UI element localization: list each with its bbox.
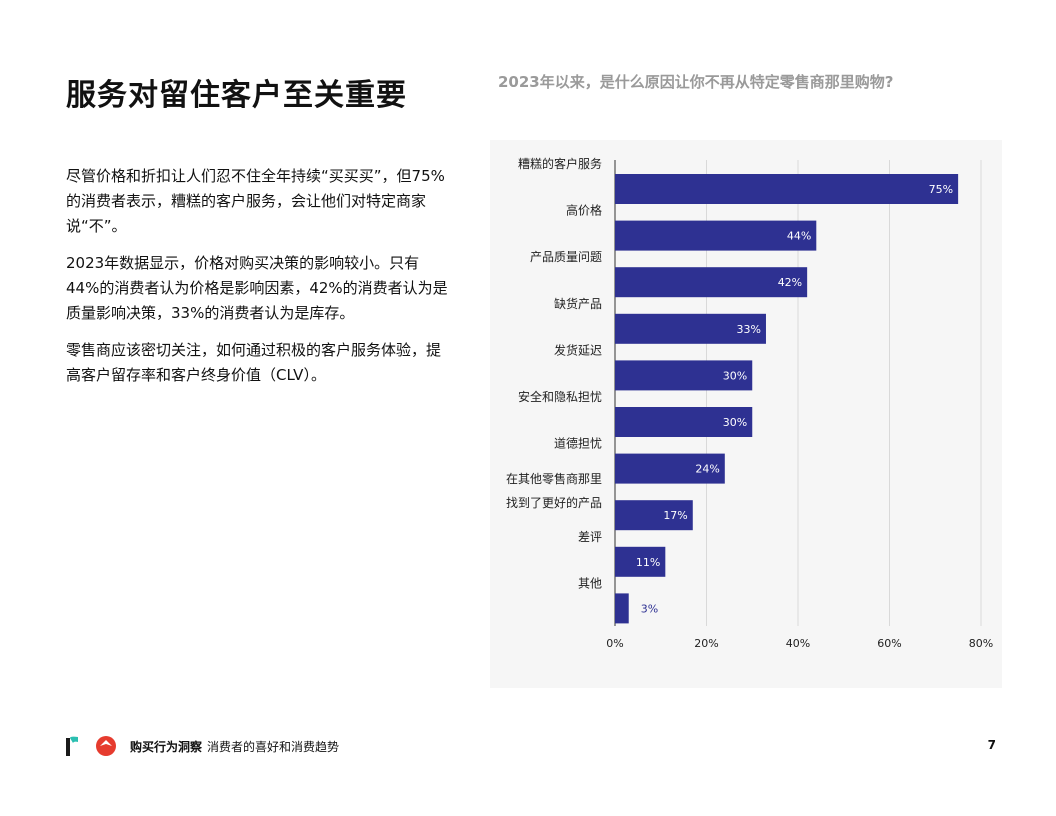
category-label: 安全和隐私担忧 xyxy=(518,389,602,404)
category-label: 发货延迟 xyxy=(554,342,602,357)
category-label: 找到了更好的产品 xyxy=(506,495,602,510)
bar-value-label: 33% xyxy=(737,323,761,336)
bar xyxy=(615,267,808,298)
bar xyxy=(615,500,693,531)
bar xyxy=(615,593,629,624)
logo-circle-mark xyxy=(100,740,112,746)
footer-brand: 购买行为洞察 xyxy=(130,740,203,754)
logo-circle xyxy=(96,736,116,756)
footer: 购买行为洞察 消费者的喜好和消费趋势 7 xyxy=(66,735,996,757)
page-title: 服务对留住客户至关重要 xyxy=(66,78,407,113)
body-paragraph: 零售商应该密切关注，如何通过积极的客户服务体验，提高客户留存率和客户终身价值（C… xyxy=(66,341,442,384)
x-tick-label: 20% xyxy=(694,637,718,650)
body-paragraph: 尽管价格和折扣让人们忍不住全年持续“买买买”，但75%的消费者表示，糟糕的客户服… xyxy=(66,167,445,235)
brand-logo xyxy=(66,736,116,756)
x-tick-label: 80% xyxy=(969,637,993,650)
logo-arc xyxy=(70,736,78,743)
category-label: 缺货产品 xyxy=(554,296,602,311)
category-label: 在其他零售商那里 xyxy=(506,471,602,486)
bar-value-label: 24% xyxy=(695,463,719,476)
bar xyxy=(615,546,666,577)
chart-question: 2023年以来，是什么原因让你不再从特定零售商那里购物? xyxy=(498,73,894,91)
page-number: 7 xyxy=(987,738,996,752)
category-label: 糟糕的客户服务 xyxy=(518,156,602,171)
category-label: 其他 xyxy=(578,576,602,590)
x-tick-label: 40% xyxy=(786,637,810,650)
category-label: 差评 xyxy=(578,530,602,544)
x-tick-label: 60% xyxy=(877,637,901,650)
body-paragraph: 2023年数据显示，价格对购买决策的影响较小。只有44%的消费者认为价格是影响因… xyxy=(66,254,448,322)
bar xyxy=(615,453,725,484)
bar-value-label: 42% xyxy=(778,276,802,289)
bar xyxy=(615,360,753,391)
footer-subtitle: 消费者的喜好和消费趋势 xyxy=(207,740,340,754)
bar xyxy=(615,174,959,204)
bar-value-label: 17% xyxy=(663,509,687,522)
category-label: 产品质量问题 xyxy=(530,250,602,264)
bar xyxy=(615,407,753,437)
bar-chart: 0% 20% 40% 60% 80% 75% 糟糕的客户服务 44% 高价格 42% 产品质量问题 3… xyxy=(490,140,1002,688)
bar-value-label: 30% xyxy=(723,416,747,429)
body-text: 尽管价格和折扣让人们忍不住全年持续“买买买”，但75%的消费者表示，糟糕的客户服… xyxy=(66,164,451,400)
bar xyxy=(615,313,766,344)
bar-value-label: 11% xyxy=(636,556,660,569)
x-tick-label: 0% xyxy=(606,637,623,650)
bar-value-label: 3% xyxy=(641,602,658,615)
bar-value-label: 30% xyxy=(723,369,747,382)
category-label: 道德担忧 xyxy=(554,436,602,451)
bar-value-label: 75% xyxy=(929,183,953,196)
bar-value-label: 44% xyxy=(787,230,811,243)
logo-bar xyxy=(66,738,70,756)
bar xyxy=(615,220,817,251)
bar-chart-svg: 0% 20% 40% 60% 80% 75% 糟糕的客户服务 44% 高价格 42% 产品质量问题 3… xyxy=(506,156,993,650)
category-label: 高价格 xyxy=(566,203,602,218)
